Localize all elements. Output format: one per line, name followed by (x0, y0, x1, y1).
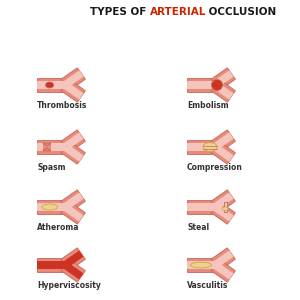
Polygon shape (61, 79, 86, 102)
Text: Spasm: Spasm (37, 163, 65, 172)
Polygon shape (213, 250, 234, 268)
Ellipse shape (190, 262, 212, 268)
Text: Hyperviscosity: Hyperviscosity (37, 281, 101, 290)
Polygon shape (211, 68, 236, 91)
Polygon shape (63, 250, 84, 268)
Polygon shape (213, 70, 234, 88)
Text: TYPES OF: TYPES OF (90, 7, 150, 17)
Polygon shape (224, 202, 226, 212)
Bar (187, 140, 215, 154)
Polygon shape (213, 132, 234, 150)
Polygon shape (213, 192, 234, 210)
Bar (187, 203, 215, 211)
Circle shape (212, 80, 223, 91)
Text: Atheroma: Atheroma (37, 223, 80, 232)
Polygon shape (43, 143, 51, 146)
Polygon shape (211, 79, 236, 102)
Bar (37, 261, 65, 269)
Text: OCCLUSION: OCCLUSION (205, 7, 276, 17)
Polygon shape (63, 204, 84, 222)
Polygon shape (61, 248, 86, 271)
Polygon shape (211, 201, 236, 224)
Text: Steal: Steal (187, 223, 209, 232)
Text: Embolism: Embolism (187, 101, 229, 110)
Polygon shape (43, 148, 51, 151)
Bar (37, 261, 65, 269)
Point (215, 144, 219, 147)
Polygon shape (61, 130, 86, 153)
Polygon shape (63, 132, 84, 150)
Polygon shape (213, 204, 234, 222)
Bar (37, 78, 65, 92)
Bar (37, 203, 65, 211)
Polygon shape (211, 248, 236, 271)
Polygon shape (63, 192, 84, 210)
Polygon shape (213, 82, 234, 100)
Text: Compression: Compression (187, 163, 243, 172)
Bar (187, 81, 215, 89)
Text: Thrombosis: Thrombosis (37, 101, 87, 110)
Bar (37, 140, 65, 154)
Bar (187, 143, 215, 151)
Polygon shape (63, 144, 84, 162)
Polygon shape (61, 141, 86, 164)
Bar (187, 200, 215, 214)
Ellipse shape (203, 142, 217, 152)
Polygon shape (211, 190, 236, 213)
Ellipse shape (42, 204, 57, 210)
Bar (37, 81, 65, 89)
Ellipse shape (222, 207, 228, 211)
Ellipse shape (46, 82, 54, 88)
Bar (43, 143, 51, 151)
Polygon shape (211, 259, 236, 282)
Point (215, 147, 219, 150)
Polygon shape (61, 190, 86, 213)
Polygon shape (61, 201, 86, 224)
Bar (37, 258, 65, 272)
Bar (187, 78, 215, 92)
Polygon shape (211, 141, 236, 164)
Polygon shape (63, 262, 84, 280)
Bar (187, 261, 215, 269)
Polygon shape (61, 68, 86, 91)
Polygon shape (213, 262, 234, 280)
Text: Vasculitis: Vasculitis (187, 281, 228, 290)
Bar (37, 143, 65, 151)
Polygon shape (63, 82, 84, 100)
Bar (187, 258, 215, 272)
Point (201, 144, 205, 147)
Polygon shape (211, 130, 236, 153)
Point (201, 147, 205, 150)
Text: ARTERIAL: ARTERIAL (150, 7, 206, 17)
Bar (37, 200, 65, 214)
Polygon shape (61, 259, 86, 282)
Polygon shape (63, 70, 84, 88)
Polygon shape (63, 262, 84, 280)
Polygon shape (63, 250, 84, 268)
Polygon shape (213, 144, 234, 162)
